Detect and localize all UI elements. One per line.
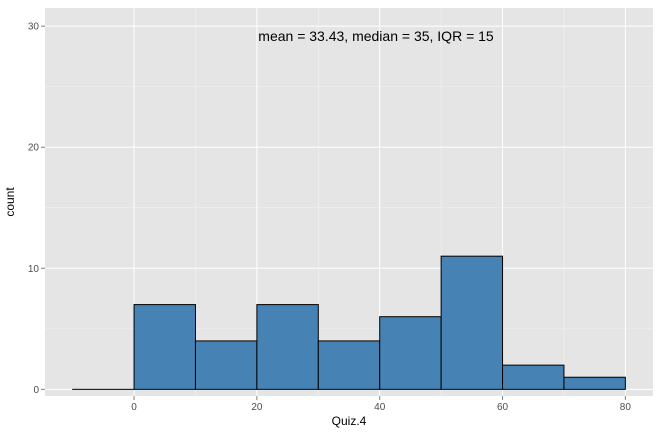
histogram-bar xyxy=(317,340,381,390)
annotation-text: mean = 33.43, median = 35, IQR = 15 xyxy=(258,28,494,44)
histogram-bar xyxy=(256,304,319,390)
minor-gridlines xyxy=(45,8,653,396)
histogram-bar xyxy=(194,340,258,390)
y-axis-title: count xyxy=(3,187,17,217)
x-tick-label: 60 xyxy=(497,402,509,413)
histogram-bar xyxy=(502,364,565,390)
histogram-bar xyxy=(440,255,504,390)
x-tick-label: 0 xyxy=(131,402,137,413)
x-axis: 0 20 40 60 80 xyxy=(131,396,631,413)
x-tick-label: 20 xyxy=(251,402,263,413)
histogram-bar xyxy=(133,304,196,390)
x-tick-label: 40 xyxy=(374,402,386,413)
y-axis: 0 10 20 30 xyxy=(28,22,45,396)
y-tick-label: 30 xyxy=(28,22,40,33)
x-tick-label: 80 xyxy=(620,402,632,413)
x-axis-title: Quiz.4 xyxy=(332,414,367,428)
y-tick-label: 10 xyxy=(28,264,40,275)
histogram-bars xyxy=(72,255,626,390)
y-tick-label: 20 xyxy=(28,143,40,154)
histogram-bar xyxy=(563,376,626,390)
y-tick-label: 0 xyxy=(33,385,39,396)
histogram-bar xyxy=(379,316,442,390)
